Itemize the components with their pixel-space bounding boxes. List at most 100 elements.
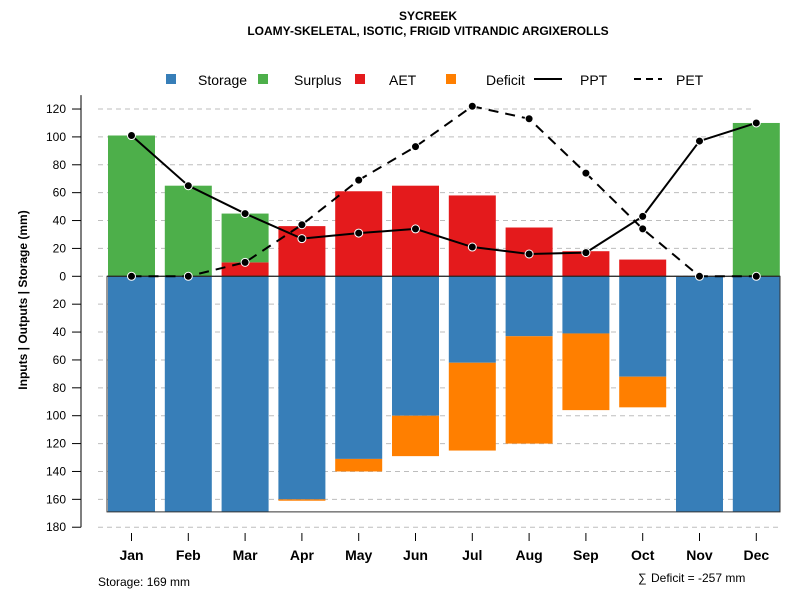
surplus-bar-feb (164, 185, 212, 277)
ppt-point-apr (297, 234, 307, 244)
y-tick-label: 100 (46, 130, 66, 144)
deficit-bar-apr (278, 499, 326, 501)
y-axis: 120 100 80 60 40 20 0 20 40 60 80 100 120 140 160 180 (46, 95, 82, 534)
storage-bar-jun (392, 276, 439, 416)
deficit-bar-jul (448, 362, 496, 451)
sigma-symbol: ∑ (638, 571, 647, 585)
storage-bar-apr (278, 276, 326, 500)
ppt-point-dec (751, 118, 761, 128)
storage-bar-jul (448, 276, 496, 363)
x-axis: Jan Feb Mar Apr May Jun Jul Aug Sep Oct Nov Dec (119, 533, 769, 563)
y-tick-label: 140 (46, 464, 66, 478)
storage-bar-may (335, 276, 383, 459)
surplus-bar-jan (108, 135, 155, 277)
deficit-bar-sep (562, 333, 610, 411)
legend-label-pet: PET (676, 72, 704, 88)
deficit-sum-note: Deficit = -257 mm (651, 571, 745, 585)
legend-swatch-storage (166, 74, 176, 84)
pet-point-jan (127, 271, 136, 281)
legend-swatch-deficit (446, 74, 456, 84)
x-tick-label-jun: Jun (403, 547, 428, 563)
aet-bar-jul (448, 195, 496, 277)
y-tick-label: 120 (46, 437, 66, 451)
y-tick-label: 160 (46, 492, 66, 506)
storage-note: Storage: 169 mm (98, 575, 190, 589)
ppt-point-mar (240, 209, 250, 219)
pet-point-feb (183, 271, 193, 281)
y-tick-label: 40 (53, 325, 67, 339)
storage-bar-feb (164, 276, 212, 512)
legend-label-deficit: Deficit (486, 72, 525, 88)
pet-line (131, 105, 757, 278)
legend-label-aet: AET (389, 72, 417, 88)
aet-bar-oct (619, 259, 667, 277)
storage-bar-jan (108, 276, 155, 512)
deficit-bar-aug (505, 336, 553, 444)
pet-point-dec (751, 271, 761, 281)
storage-bar-nov (676, 276, 723, 512)
x-tick-label-sep: Sep (573, 547, 599, 563)
y-tick-label: 180 (46, 520, 66, 534)
pet-point-may (354, 175, 364, 185)
x-tick-label-jan: Jan (119, 547, 143, 563)
legend-label-surplus: Surplus (294, 72, 341, 88)
y-tick-label: 60 (53, 353, 67, 367)
ppt-point-feb (183, 181, 193, 191)
chart-subtitle: LOAMY-SKELETAL, ISOTIC, FRIGID VITRANDIC… (247, 24, 608, 38)
pet-point-nov (695, 271, 704, 281)
legend-swatch-aet (355, 74, 365, 84)
deficit-bar-oct (619, 376, 667, 408)
ppt-point-jul (467, 242, 477, 252)
ppt-point-nov (695, 136, 704, 146)
ppt-point-oct (638, 211, 648, 221)
pet-point-sep (581, 168, 591, 178)
pet-point-jul (467, 101, 477, 111)
ppt-point-jan (127, 131, 136, 141)
ppt-point-aug (524, 249, 534, 259)
pet-point-mar (240, 257, 250, 267)
x-tick-label-dec: Dec (743, 547, 769, 563)
storage-bar-dec (732, 276, 780, 512)
deficit-bar-may (335, 458, 383, 472)
storage-bar-oct (619, 276, 667, 377)
y-tick-label: 100 (46, 409, 66, 423)
bars (108, 122, 780, 512)
y-tick-label: 120 (46, 102, 66, 116)
x-tick-label-nov: Nov (686, 547, 713, 563)
lines (127, 101, 761, 281)
storage-bar-sep (562, 276, 610, 334)
x-tick-label-may: May (345, 547, 372, 563)
ppt-point-sep (581, 248, 591, 258)
ppt-point-may (354, 228, 364, 238)
legend-label-ppt: PPT (580, 72, 608, 88)
pet-point-aug (524, 114, 534, 124)
legend-label-storage: Storage (198, 72, 247, 88)
y-axis-title: Inputs | Outputs | Storage (mm) (16, 210, 30, 389)
x-tick-label-aug: Aug (515, 547, 542, 563)
y-tick-label: 60 (53, 186, 67, 200)
storage-bar-mar (221, 276, 269, 512)
x-tick-label-mar: Mar (233, 547, 258, 563)
y-tick-label: 20 (53, 241, 67, 255)
y-tick-label: 80 (53, 158, 67, 172)
ppt-line (130, 122, 757, 255)
storage-frame (106, 275, 781, 513)
y-tick-label: 80 (53, 381, 67, 395)
y-tick-label: 40 (53, 214, 67, 228)
legend: Storage Surplus AET Deficit PPT PET (166, 72, 704, 88)
pet-point-oct (638, 224, 648, 234)
aet-bar-apr (278, 226, 326, 277)
x-tick-label-feb: Feb (176, 547, 201, 563)
pet-point-apr (297, 220, 307, 230)
chart-title: SYCREEK (399, 9, 457, 23)
x-tick-label-apr: Apr (290, 547, 315, 563)
ppt-point-jun (411, 224, 420, 234)
x-tick-label-oct: Oct (631, 547, 655, 563)
storage-bar-aug (505, 276, 553, 337)
x-tick-label-jul: Jul (462, 547, 482, 563)
y-tick-label: 0 (59, 269, 66, 283)
pet-point-jun (411, 142, 420, 152)
surplus-bar-mar (221, 213, 269, 263)
deficit-bar-jun (392, 415, 439, 457)
